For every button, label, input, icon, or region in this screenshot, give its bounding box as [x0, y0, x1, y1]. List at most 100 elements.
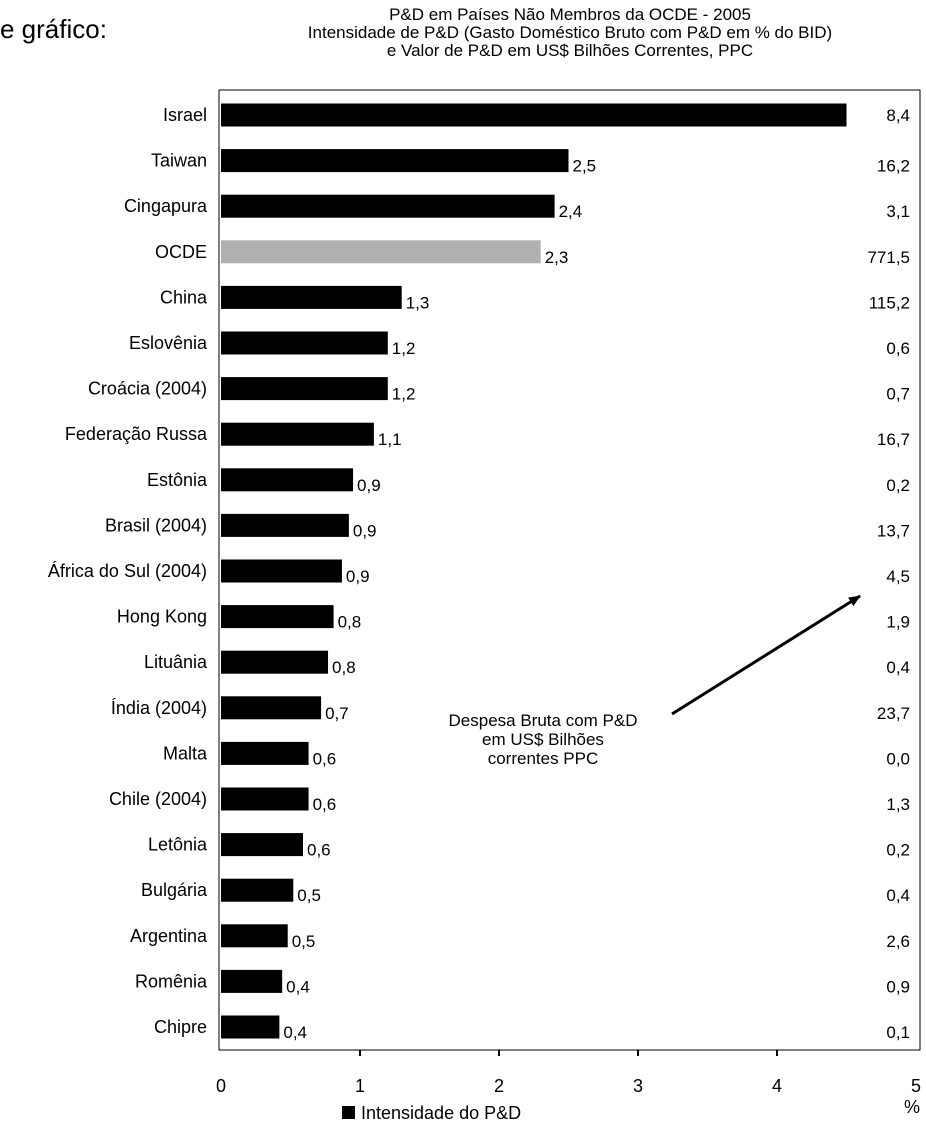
- category-label: Lituânia: [144, 652, 208, 672]
- category-label: OCDE: [155, 242, 207, 262]
- right-value-label: 16,2: [877, 157, 910, 176]
- chart-title-line-3: e Valor de P&D em US$ Bilhões Correntes,…: [386, 41, 754, 60]
- right-value-label: 0,9: [886, 977, 910, 996]
- x-tick-label: 3: [633, 1076, 643, 1096]
- legend-label: Intensidade do P&D: [361, 1103, 521, 1123]
- right-value-label: 0,1: [886, 1023, 910, 1042]
- bar: [221, 240, 541, 264]
- x-tick-label: 0: [216, 1076, 226, 1096]
- bar: [221, 787, 309, 811]
- right-value-label: 0,0: [886, 749, 910, 768]
- bar-value-label: 1,3: [406, 293, 430, 312]
- bar: [221, 924, 288, 948]
- bar-value-label: 0,6: [313, 749, 337, 768]
- chart-title-line-1: P&D em Países Não Membros da OCDE - 2005: [389, 5, 751, 24]
- bar: [221, 285, 402, 309]
- plot-area-frame: [218, 89, 921, 1051]
- bar: [221, 878, 294, 902]
- right-value-label: 0,4: [886, 886, 910, 905]
- bar-value-label: 2,3: [545, 248, 569, 267]
- category-label: Cingapura: [124, 196, 208, 216]
- category-label: Letônia: [148, 835, 208, 855]
- category-label: Brasil (2004): [105, 515, 207, 535]
- bar-value-label: 1,2: [392, 385, 416, 404]
- annotation-line-3: correntes PPC: [488, 749, 599, 768]
- category-label: Malta: [163, 743, 208, 763]
- intro-text: e gráfico:: [0, 14, 107, 44]
- category-label: Eslovênia: [129, 333, 208, 353]
- right-value-label: 2,6: [886, 932, 910, 951]
- right-value-label: 771,5: [867, 248, 910, 267]
- bar-value-label: 0,5: [297, 886, 321, 905]
- annotation-line-2: em US$ Bilhões: [482, 730, 604, 749]
- right-value-label: 0,7: [886, 385, 910, 404]
- category-label: Taiwan: [151, 151, 207, 171]
- category-label: Federação Russa: [65, 424, 208, 444]
- right-value-label: 1,3: [886, 795, 910, 814]
- bar: [221, 513, 349, 537]
- category-label: Índia (2004): [111, 698, 207, 718]
- bar: [221, 331, 388, 355]
- bar-value-label: 0,6: [313, 795, 337, 814]
- right-value-label: 4,5: [886, 567, 910, 586]
- bar-value-label: 0,9: [346, 567, 370, 586]
- category-label: Estônia: [147, 470, 208, 490]
- right-value-label: 1,9: [886, 613, 910, 632]
- category-label: Croácia (2004): [88, 379, 207, 399]
- category-label: Bulgária: [141, 880, 208, 900]
- right-value-label: 16,7: [877, 430, 910, 449]
- category-label: Romênia: [135, 971, 208, 991]
- right-value-label: 0,2: [886, 476, 910, 495]
- bar-value-label: 1,2: [392, 339, 416, 358]
- x-tick-label: 1: [355, 1076, 365, 1096]
- category-label: Chile (2004): [109, 789, 207, 809]
- category-label: Hong Kong: [117, 607, 207, 627]
- bar-value-label: 0,8: [332, 658, 356, 677]
- x-unit-label: %: [904, 1097, 920, 1117]
- bar-value-label: 0,5: [292, 932, 316, 951]
- chart-title: P&D em Países Não Membros da OCDE - 2005…: [220, 6, 920, 60]
- annotation-line-1: Despesa Bruta com P&D: [449, 711, 638, 730]
- bar-value-label: 0,6: [307, 841, 331, 860]
- x-tick-label: 5: [911, 1076, 921, 1096]
- legend-swatch: [342, 1106, 355, 1119]
- right-value-label: 0,4: [886, 658, 910, 677]
- right-value-label: 13,7: [877, 521, 910, 540]
- bar: [221, 833, 304, 857]
- bar: [221, 650, 329, 674]
- bar: [221, 1015, 280, 1039]
- bar: [221, 559, 342, 583]
- right-value-label: 8,4: [886, 106, 910, 125]
- bar: [221, 377, 388, 401]
- bar: [221, 149, 569, 173]
- right-value-label: 23,7: [877, 704, 910, 723]
- bar: [221, 741, 309, 765]
- bar: [221, 422, 374, 446]
- category-label: Argentina: [130, 926, 208, 946]
- category-label: Israel: [163, 105, 207, 125]
- bar-value-label: 0,9: [357, 476, 381, 495]
- bar: [221, 969, 283, 993]
- bar-value-label: 0,8: [338, 613, 362, 632]
- bar-value-label: 2,4: [559, 202, 583, 221]
- right-value-label: 115,2: [869, 293, 910, 312]
- bar-value-label: 0,7: [325, 704, 349, 723]
- category-label: Chipre: [154, 1017, 207, 1037]
- bar-value-label: 0,4: [283, 1023, 307, 1042]
- x-tick-label: 4: [772, 1076, 782, 1096]
- right-value-label: 0,2: [886, 841, 910, 860]
- chart-title-line-2: Intensidade de P&D (Gasto Doméstico Brut…: [307, 23, 833, 42]
- bar-value-label: 2,5: [573, 157, 597, 176]
- right-value-label: 0,6: [886, 339, 910, 358]
- bar: [221, 194, 555, 218]
- bar-value-label: 0,9: [353, 521, 377, 540]
- bar: [221, 696, 322, 720]
- category-label: China: [160, 287, 208, 307]
- bar: [221, 468, 354, 492]
- bar-value-label: 0,4: [286, 977, 310, 996]
- x-tick-label: 2: [494, 1076, 504, 1096]
- right-value-label: 3,1: [886, 202, 910, 221]
- bar: [221, 103, 847, 127]
- category-label: África do Sul (2004): [48, 561, 207, 581]
